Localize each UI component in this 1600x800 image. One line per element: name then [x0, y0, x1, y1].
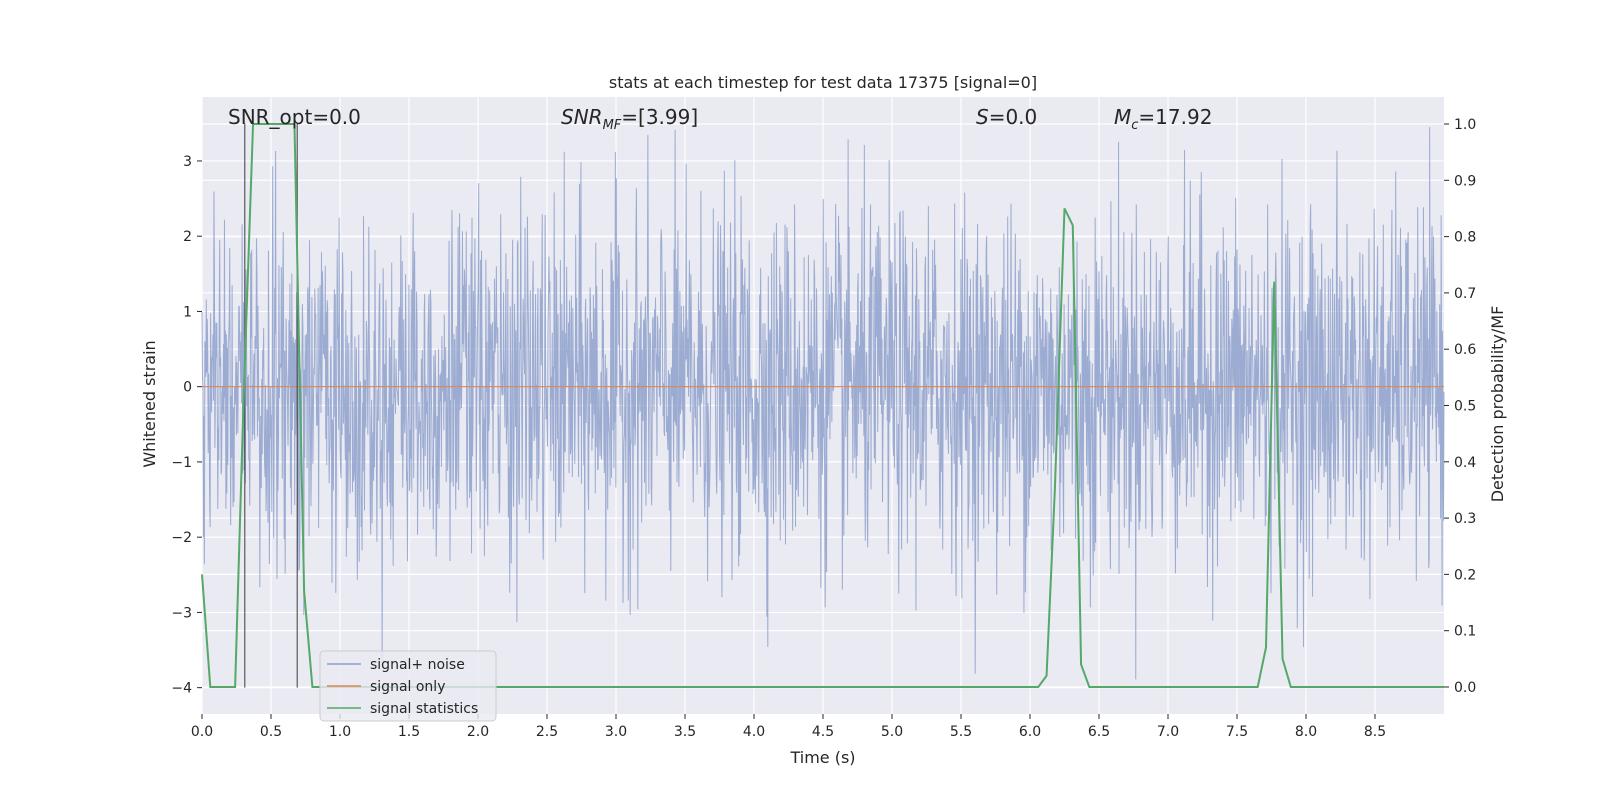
annotation-mc-symbol: M: [1114, 105, 1131, 129]
x-tick-label: 8.5: [1364, 724, 1386, 740]
y-right-tick-label: 0.4: [1454, 455, 1476, 471]
y-right-tick-label: 0.5: [1454, 399, 1476, 415]
y-left-tick-label: −3: [171, 605, 192, 621]
x-tick-label: 0.0: [191, 724, 213, 740]
y-right-tick-label: 0.6: [1454, 342, 1476, 358]
legend: signal+ noise signal only signal statist…: [319, 650, 497, 722]
y-right-tick-label: 0.8: [1454, 230, 1476, 246]
y-left-axis-label: Whitened strain: [140, 340, 159, 467]
annotation-snr-mf-value: =[3.99]: [621, 105, 698, 129]
signal-noise-line: [201, 127, 1445, 680]
x-tick-label: 5.0: [881, 724, 903, 740]
y-left-tick-label: 3: [183, 154, 192, 170]
x-tick-label: 6.5: [1088, 724, 1110, 740]
y-right-tick-label: 0.2: [1454, 567, 1476, 583]
y-right-tick-label: 1.0: [1454, 117, 1476, 133]
annotation-mc-subscript: c: [1131, 118, 1138, 133]
signal-statistics-series: [201, 123, 1444, 688]
annotation-mc-value: =17.92: [1138, 105, 1212, 129]
legend-box: [319, 650, 497, 722]
x-tick-label: 7.0: [1157, 724, 1179, 740]
x-tick-label: 1.5: [398, 724, 420, 740]
x-tick-label: 7.5: [1226, 724, 1248, 740]
chart-title: stats at each timestep for test data 173…: [609, 73, 1037, 92]
noise-series: [201, 127, 1445, 680]
y-right-tick-label: 0.7: [1454, 286, 1476, 302]
x-axis-label: Time (s): [789, 748, 855, 767]
annotation-mc: Mc=17.92: [1114, 105, 1212, 133]
y-left-tick-label: −2: [171, 530, 192, 546]
x-tick-label: 4.0: [743, 724, 765, 740]
y-right-tick-label: 0.1: [1454, 624, 1476, 640]
x-tick-label: 2.5: [536, 724, 558, 740]
x-tick-label: 2.0: [467, 724, 489, 740]
annotation-snr-mf-subscript: MF: [603, 118, 622, 133]
y-left-tick-label: −4: [171, 681, 192, 697]
y-left-tick-label: 0: [183, 380, 192, 396]
y-right-axis-label: Detection probability/MF: [1488, 306, 1507, 503]
signal-statistics-line: [201, 123, 1444, 688]
x-axis-ticks: 0.0 0.5 1.0 1.5 2.0 2.5 3.0 3.5 4.0 4.5 5.0 5.5 6.0 6…: [191, 714, 1386, 740]
x-tick-label: 0.5: [260, 724, 282, 740]
annotation-snr-mf-symbol: SNR: [561, 105, 603, 129]
x-tick-label: 3.0: [605, 724, 627, 740]
legend-label-signal-statistics: signal statistics: [370, 701, 478, 717]
y-right-tick-label: 0.0: [1454, 680, 1476, 696]
annotation-s: S=0.0: [976, 105, 1037, 129]
annotation-snr-mf: SNRMF=[3.99]: [561, 105, 698, 133]
y-left-tick-label: 2: [183, 229, 192, 245]
annotation-s-value: =0.0: [989, 105, 1038, 129]
y-right-tick-label: 0.3: [1454, 511, 1476, 527]
legend-label-signal-only: signal only: [370, 679, 445, 695]
x-tick-label: 8.0: [1295, 724, 1317, 740]
y-left-tick-label: −1: [171, 455, 192, 471]
y-right-axis-ticks: 1.0 0.9 0.8 0.7 0.6 0.5 0.4 0.3 0.2 0.1 0.0: [1444, 117, 1476, 696]
y-right-tick-label: 0.9: [1454, 173, 1476, 189]
y-left-axis-ticks: 3 2 1 0 −1 −2 −3 −4: [171, 154, 202, 697]
annotation-snr-opt: SNR_opt=0.0: [228, 105, 361, 129]
x-tick-label: 3.5: [674, 724, 696, 740]
x-tick-label: 5.5: [950, 724, 972, 740]
y-left-tick-label: 1: [183, 304, 192, 320]
x-tick-label: 4.5: [812, 724, 834, 740]
x-tick-label: 1.0: [329, 724, 351, 740]
legend-label-signal-noise: signal+ noise: [370, 657, 465, 673]
annotation-s-symbol: S: [976, 105, 989, 129]
x-tick-label: 6.0: [1019, 724, 1041, 740]
